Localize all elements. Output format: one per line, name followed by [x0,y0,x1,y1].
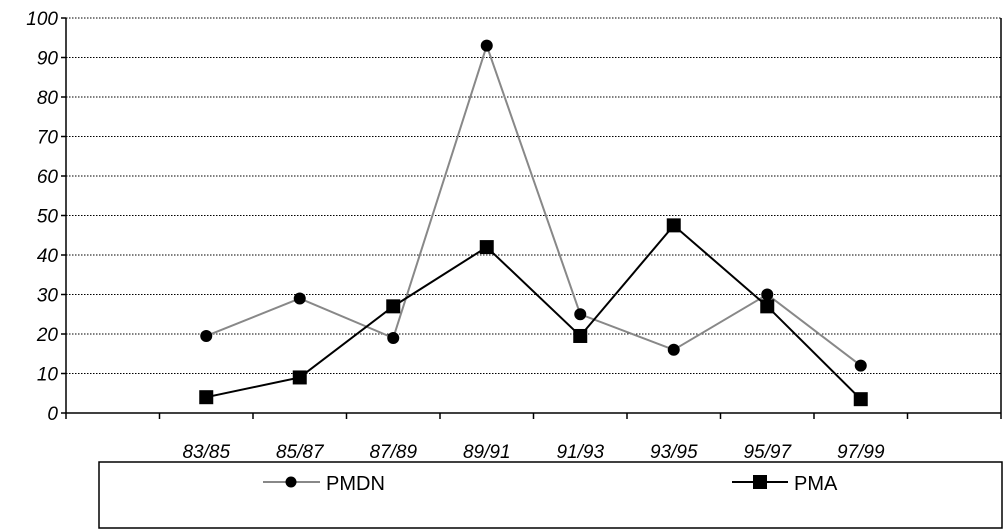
x-tick-label: 93/95 [650,442,698,463]
axes [65,18,1002,414]
y-tick-label: 90 [37,49,59,70]
series-lines [205,42,862,400]
legend-label-pma: PMA [794,473,838,495]
x-tick-label: 95/97 [743,442,792,463]
data-point-pmdn [574,308,587,321]
y-tick-label: 70 [37,128,59,149]
y-tick-label: 0 [47,404,58,425]
legend-marker-pmdn [285,476,297,488]
y-tick-label: 20 [36,325,59,346]
x-tick-label: 97/99 [837,442,885,463]
y-tick-label: 50 [37,207,59,228]
y-tick-label: 40 [37,246,59,267]
x-tick-label: 83/85 [182,442,230,463]
legend: PMDN PMA [98,461,1003,529]
y-tick-label: 60 [37,167,59,188]
data-point-pma [292,370,307,385]
x-axis-ticks: 83/85 85/87 87/89 89/91 91/93 93/95 95/97 97/99 [65,413,1002,463]
legend-marker-pma [753,475,767,489]
data-point-pmdn [387,331,400,344]
data-point-pmdn [667,343,680,356]
data-point-pma [199,390,214,405]
data-point-pma [760,299,775,314]
data-point-pmdn [761,288,774,301]
data-point-pma [666,218,681,233]
x-tick-label: 91/93 [556,442,604,463]
series-markers [199,39,868,407]
y-axis-ticks: 0 10 20 30 40 50 60 70 80 90 100 [26,9,66,425]
data-point-pmdn [200,329,213,342]
y-tick-label: 80 [37,88,59,109]
x-tick-label: 85/87 [276,442,325,463]
y-tick-label: 100 [26,9,58,30]
data-point-pma [573,328,588,343]
gridlines [66,17,1001,374]
x-tick-label: 89/91 [463,442,511,463]
legend-label-pmdn: PMDN [326,473,385,495]
y-tick-label: 30 [37,286,59,307]
series-line-pma [206,223,862,400]
legend-box [98,461,1003,529]
data-point-pma [386,299,401,314]
x-tick-label: 87/89 [369,442,417,463]
data-point-pma [479,240,494,255]
data-point-pmdn [293,292,306,305]
data-point-pma [853,392,868,407]
data-point-pmdn [480,39,493,52]
data-point-pmdn [854,359,867,372]
y-tick-label: 10 [37,365,59,386]
series-line-pmdn [205,42,862,367]
